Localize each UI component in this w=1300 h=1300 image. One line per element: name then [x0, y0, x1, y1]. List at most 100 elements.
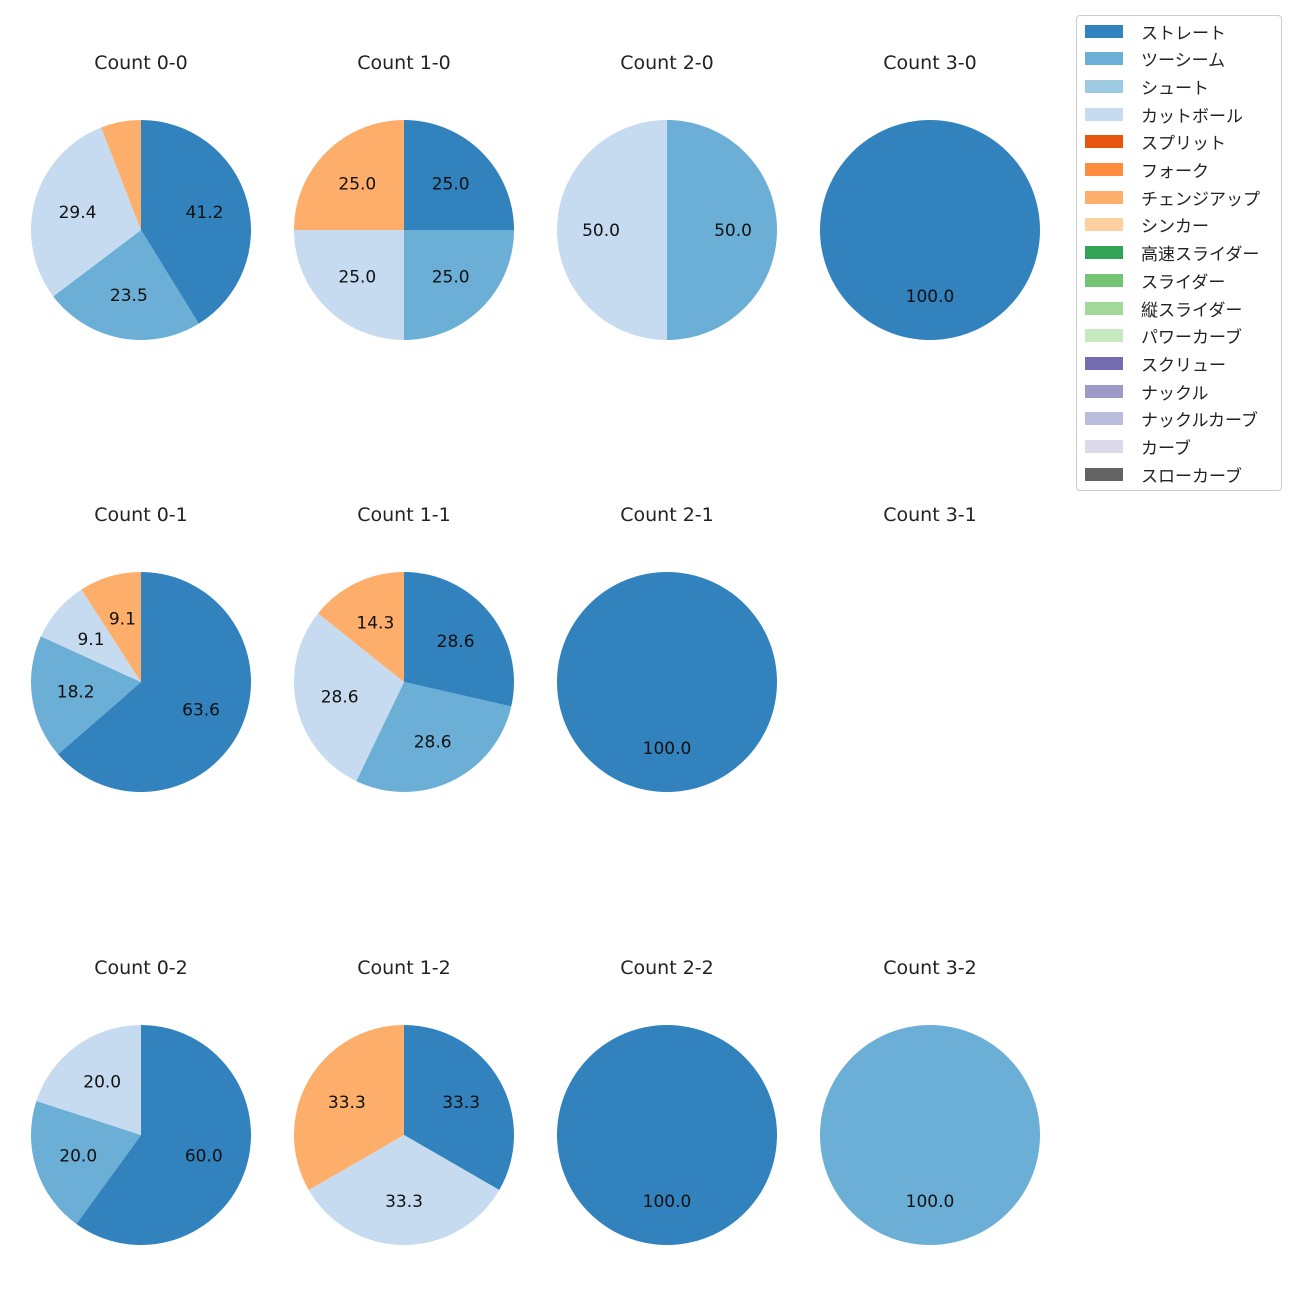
pie-title: Count 1-1	[357, 504, 451, 526]
legend-swatch	[1085, 273, 1123, 287]
legend-item: シュート	[1085, 75, 1209, 99]
slice-label: 28.6	[437, 632, 475, 652]
legend-item: カーブ	[1085, 436, 1191, 459]
pie-count-2-2: Count 2-2 100.0	[557, 957, 777, 1245]
legend-item: カットボール	[1085, 103, 1243, 127]
legend-swatch	[1085, 79, 1123, 93]
slice-label: 60.0	[185, 1146, 223, 1166]
legend-label: スライダー	[1141, 272, 1226, 293]
pie-count-1-2: Count 1-2 33.3 33.3 33.3	[294, 957, 514, 1245]
pie-slice	[356, 682, 512, 792]
pie-slice	[294, 120, 404, 230]
pie-slice	[557, 120, 667, 340]
legend-label: シンカー	[1141, 217, 1209, 238]
pie-slice	[667, 120, 777, 340]
legend-swatch	[1085, 301, 1123, 315]
slice-label: 18.2	[57, 683, 95, 703]
legend-swatch	[1085, 190, 1123, 204]
pie-slice	[53, 230, 199, 340]
pie-slice	[557, 1025, 777, 1245]
pie-title: Count 2-2	[620, 957, 714, 979]
pie-slice	[294, 1025, 404, 1190]
pie-title: Count 2-0	[620, 52, 714, 74]
pie-slice	[404, 120, 514, 230]
legend-item: スライダー	[1085, 269, 1226, 293]
legend-label: 縦スライダー	[1141, 300, 1243, 321]
legend-label: 高速スライダー	[1141, 245, 1260, 266]
slice-label: 50.0	[714, 221, 752, 241]
pie-count-1-0: Count 1-0 25.0 25.0 25.0 25.0	[294, 52, 514, 340]
slice-label: 63.6	[182, 700, 220, 720]
legend-label: スプリット	[1141, 134, 1226, 155]
legend-item: ナックルカーブ	[1085, 408, 1258, 432]
pie-slice	[404, 572, 514, 707]
pie-slice	[76, 1025, 252, 1246]
legend-item: フォーク	[1085, 159, 1209, 182]
slice-label: 9.1	[78, 630, 105, 650]
legend-swatch	[1085, 24, 1123, 38]
pie-title: Count 0-0	[94, 52, 188, 74]
pie-slice	[58, 572, 251, 792]
pie-slice	[317, 572, 404, 682]
legend-swatch	[1085, 135, 1123, 149]
slice-label: 25.0	[432, 268, 470, 288]
legend-label: ナックル	[1141, 383, 1209, 404]
legend-label: スローカーブ	[1141, 466, 1242, 487]
legend-item: パワーカーブ	[1085, 325, 1242, 349]
legend-swatch	[1085, 52, 1123, 66]
legend-label: チェンジアップ	[1141, 189, 1260, 210]
slice-label: 100.0	[643, 1192, 692, 1212]
pie-title: Count 3-1	[883, 504, 977, 526]
legend-item: チェンジアップ	[1085, 186, 1260, 210]
pie-slice	[40, 589, 141, 682]
pie-slice	[141, 120, 252, 324]
pie-slice	[36, 1025, 141, 1135]
pie-count-1-1: Count 1-1 28.6 28.6 28.6 14.3	[293, 504, 514, 792]
slice-label: 28.6	[321, 688, 359, 708]
legend-item: 縦スライダー	[1085, 297, 1243, 321]
slice-label: 41.2	[186, 203, 224, 223]
legend-item: シンカー	[1085, 214, 1209, 238]
slice-label: 20.0	[83, 1073, 121, 1093]
legend-swatch	[1085, 467, 1123, 481]
legend-label: カーブ	[1141, 439, 1191, 459]
legend-swatch	[1085, 246, 1123, 260]
pie-title: Count 1-0	[357, 52, 451, 74]
pie-title: Count 0-2	[94, 957, 188, 979]
legend-label: ツーシーム	[1141, 51, 1226, 72]
legend: ストレートツーシームシュートカットボールスプリットフォークチェンジアップ シンカー…	[1076, 15, 1282, 491]
pie-count-2-1: Count 2-1 100.0	[557, 504, 777, 792]
legend-item: スクリュー	[1085, 352, 1226, 376]
pie-count-0-0: Count 0-0 41.2 23.5 29.4	[31, 52, 252, 340]
pie-slice	[404, 1025, 514, 1190]
pie-count-2-0: Count 2-0 50.0 50.0	[557, 52, 777, 340]
legend-item: スローカーブ	[1085, 463, 1242, 487]
slice-label: 100.0	[906, 1192, 955, 1212]
legend-item: 高速スライダー	[1085, 242, 1260, 266]
pie-count-3-0: Count 3-0 100.0	[820, 52, 1040, 340]
legend-swatch	[1085, 218, 1123, 232]
pie-slice	[31, 636, 142, 755]
slice-label: 14.3	[356, 614, 394, 634]
legend-swatch	[1085, 356, 1123, 370]
legend-swatch	[1085, 163, 1123, 176]
legend-label: シュート	[1141, 78, 1209, 99]
pie-slice	[293, 613, 404, 782]
legend-label: ナックルカーブ	[1141, 411, 1258, 432]
pie-title: Count 3-2	[883, 957, 977, 979]
legend-label: フォーク	[1141, 162, 1209, 182]
slice-label: 20.0	[59, 1146, 97, 1166]
legend-label: スクリュー	[1141, 355, 1226, 376]
slice-label: 9.1	[109, 610, 136, 630]
slice-label: 33.3	[385, 1192, 423, 1212]
legend-swatch	[1085, 440, 1123, 453]
legend-item: スプリット	[1085, 131, 1226, 155]
legend-label: パワーカーブ	[1141, 328, 1242, 349]
pie-slice	[820, 120, 1040, 340]
slice-label: 100.0	[643, 739, 692, 759]
legend-label: ストレート	[1141, 23, 1226, 44]
slice-label: 50.0	[582, 221, 620, 241]
pie-slice	[820, 1025, 1040, 1245]
legend-item: ツーシーム	[1085, 48, 1226, 72]
